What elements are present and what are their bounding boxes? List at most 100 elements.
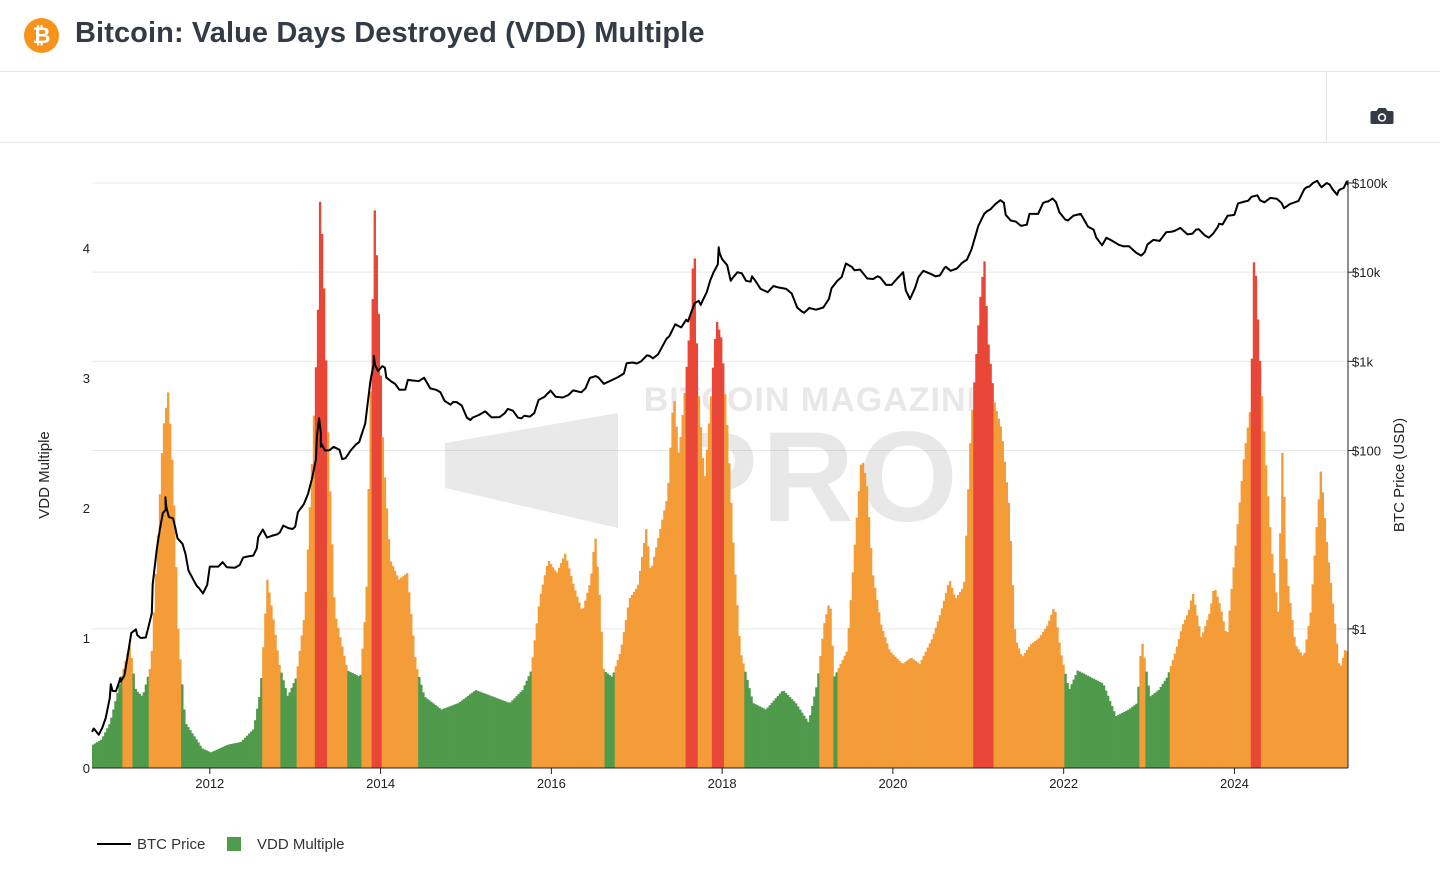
vdd-bar: [1177, 638, 1181, 768]
vdd-bar: [736, 605, 739, 768]
vdd-bar: [1129, 708, 1132, 768]
vdd-bar: [426, 698, 429, 768]
vdd-bar: [250, 731, 253, 768]
vdd-bar: [766, 707, 769, 768]
y-axis-left-label: VDD Multiple: [36, 431, 53, 519]
vdd-bar: [470, 692, 474, 768]
vdd-bar: [590, 573, 593, 768]
vdd-bar: [720, 337, 723, 768]
x-tick-label: 2014: [366, 776, 395, 791]
vdd-bar: [993, 402, 996, 768]
chart-area: BITCOIN MAGAZINE PRO ® 20122014201620182…: [0, 143, 1440, 872]
legend-line-swatch: [97, 843, 131, 845]
vdd-bar: [703, 476, 707, 768]
vdd-bar: [179, 659, 182, 768]
vdd-bar: [329, 491, 332, 768]
vdd-bar: [653, 556, 656, 768]
vdd-bar: [1141, 643, 1144, 768]
vdd-bar: [665, 501, 668, 768]
vdd-bar: [944, 592, 948, 768]
vdd-bar: [643, 543, 646, 768]
vdd-bar: [1046, 625, 1049, 768]
vdd-bar: [709, 396, 713, 768]
vdd-bar: [580, 608, 583, 768]
vdd-bar: [1102, 685, 1106, 768]
vdd-bar: [1023, 653, 1027, 768]
x-tick-label: 2024: [1220, 776, 1249, 791]
vdd-bar: [529, 671, 532, 768]
vdd-bar: [258, 697, 261, 768]
vdd-bar: [849, 600, 853, 768]
x-tick-label: 2022: [1049, 776, 1078, 791]
vdd-bar: [878, 612, 881, 768]
vdd-bar: [1021, 656, 1025, 768]
vdd-bar: [136, 691, 139, 768]
vdd-bar: [792, 701, 796, 768]
vdd-bar: [399, 577, 403, 768]
vdd-bar: [865, 486, 869, 768]
vdd-bar: [819, 656, 822, 768]
vdd-bar: [920, 659, 923, 768]
vdd-bar: [401, 576, 405, 768]
vdd-bar: [985, 306, 988, 768]
vdd-bar: [1084, 674, 1088, 768]
vdd-bar: [1311, 584, 1314, 768]
vdd-bar: [1260, 396, 1264, 768]
vdd-bar: [813, 696, 816, 768]
vdd-bar: [1279, 533, 1282, 768]
vdd-bar: [815, 687, 818, 768]
vdd-bar: [1121, 712, 1124, 768]
vdd-bar: [294, 678, 297, 768]
vdd-bar: [863, 473, 867, 768]
vdd-bar: [199, 745, 202, 768]
vdd-bar: [209, 752, 212, 768]
vdd-bar: [1206, 620, 1209, 768]
vdd-bar: [1244, 443, 1248, 768]
vdd-bar: [1297, 649, 1300, 768]
vdd-bar: [1050, 614, 1053, 768]
vdd-bar: [191, 733, 194, 768]
vdd-bar: [821, 638, 824, 768]
vdd-bar: [1110, 706, 1114, 768]
vdd-bar: [675, 426, 678, 768]
vdd-bar: [689, 313, 692, 768]
vdd-bar: [369, 391, 372, 768]
vdd-bar: [1001, 441, 1004, 768]
vdd-bar: [308, 507, 312, 768]
vdd-bar: [349, 671, 352, 768]
vdd-bar: [515, 696, 518, 768]
vdd-bar: [1275, 592, 1278, 768]
vdd-bar: [559, 563, 563, 768]
vdd-bar: [570, 576, 573, 768]
vdd-bar: [438, 708, 441, 768]
vdd-bar: [205, 750, 208, 768]
vdd-bar: [197, 742, 200, 768]
vdd-bar: [166, 392, 170, 768]
vdd-bar: [235, 742, 239, 768]
vdd-bar: [677, 452, 680, 768]
vdd-bar: [187, 727, 190, 768]
vdd-bar: [578, 602, 581, 768]
vdd-bar: [385, 508, 389, 768]
vdd-bar: [1113, 711, 1116, 768]
page-title: Bitcoin: Value Days Destroyed (VDD) Mult…: [75, 17, 705, 49]
vdd-bar: [772, 700, 776, 768]
vdd-bar: [628, 598, 632, 768]
vdd-bar: [778, 693, 782, 768]
vdd-bar: [387, 539, 391, 768]
vdd-bar: [326, 432, 330, 768]
vdd-bar: [100, 739, 103, 768]
vdd-bar: [442, 708, 445, 768]
vdd-bar: [1074, 674, 1077, 768]
vdd-bar: [434, 704, 437, 768]
vdd-bar: [1210, 603, 1213, 768]
vdd-bar: [148, 669, 152, 768]
vdd-bar: [659, 528, 662, 768]
vdd-bar: [189, 730, 192, 768]
vdd-bar: [803, 715, 806, 768]
vdd-bar: [1123, 711, 1126, 768]
vdd-bar: [114, 701, 117, 768]
vdd-bar: [1228, 610, 1231, 768]
download-image-button[interactable]: [1368, 104, 1396, 128]
vdd-bar: [948, 581, 952, 768]
